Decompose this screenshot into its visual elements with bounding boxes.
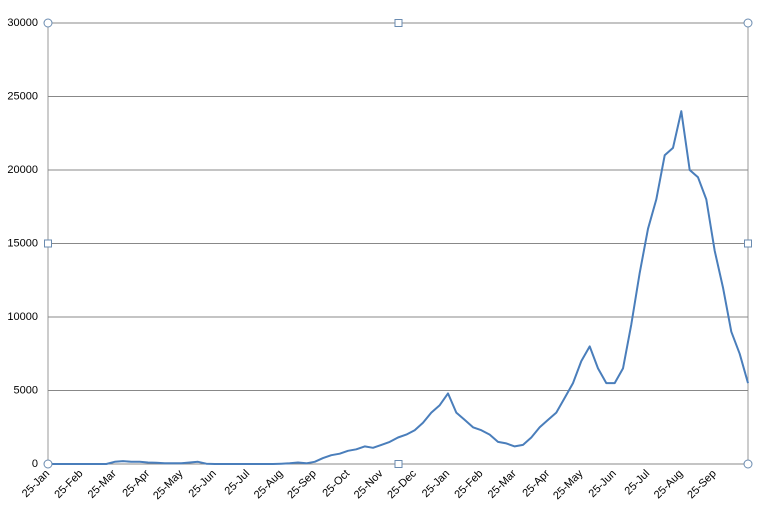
x-tick-label: 25-Aug [652, 468, 686, 502]
x-tick-label: 25-Sep [685, 468, 719, 502]
y-tick-label: 25000 [7, 90, 38, 102]
handle[interactable] [744, 239, 752, 248]
y-tick-label: 20000 [7, 164, 38, 176]
handle[interactable] [43, 459, 53, 469]
data-line [48, 110, 749, 465]
x-tick-label: 25-Feb [452, 468, 485, 501]
x-tick-label: 25-Feb [52, 468, 85, 501]
y-tick-label: 0 [32, 458, 38, 470]
handle[interactable] [43, 18, 53, 28]
handle[interactable] [743, 459, 753, 469]
x-tick-label: 25-Apr [520, 467, 552, 499]
handle[interactable] [394, 19, 403, 27]
x-tick-label: 25-Jun [587, 468, 619, 500]
handle[interactable] [44, 239, 52, 248]
y-tick-label: 10000 [7, 311, 38, 323]
x-tick-label: 25-Jul [222, 468, 252, 498]
x-tick-label: 25-Jul [622, 468, 652, 498]
x-tick-label: 25-Mar [86, 467, 119, 500]
x-tick-label: 25-May [151, 467, 186, 502]
x-tick-label: 25-Apr [120, 467, 152, 499]
x-tick-label: 25-Aug [252, 468, 286, 502]
y-tick-label: 5000 [14, 384, 38, 396]
y-tick-label: 15000 [7, 237, 38, 249]
x-tick-label: 25-Sep [285, 468, 319, 502]
handle[interactable] [743, 18, 753, 28]
x-tick-label: 25-Oct [320, 468, 352, 500]
y-tick-label: 30000 [7, 17, 38, 29]
x-tick-label: 25-Jan [420, 468, 452, 500]
x-tick-label: 25-Jun [187, 468, 219, 500]
x-tick-label: 25-May [551, 467, 586, 502]
x-tick-label: 25-Dec [385, 467, 419, 501]
handle[interactable] [394, 460, 403, 468]
x-tick-label: 25-Jan [20, 468, 52, 500]
x-tick-label: 25-Mar [486, 467, 519, 500]
x-tick-label: 25-Nov [352, 467, 386, 501]
